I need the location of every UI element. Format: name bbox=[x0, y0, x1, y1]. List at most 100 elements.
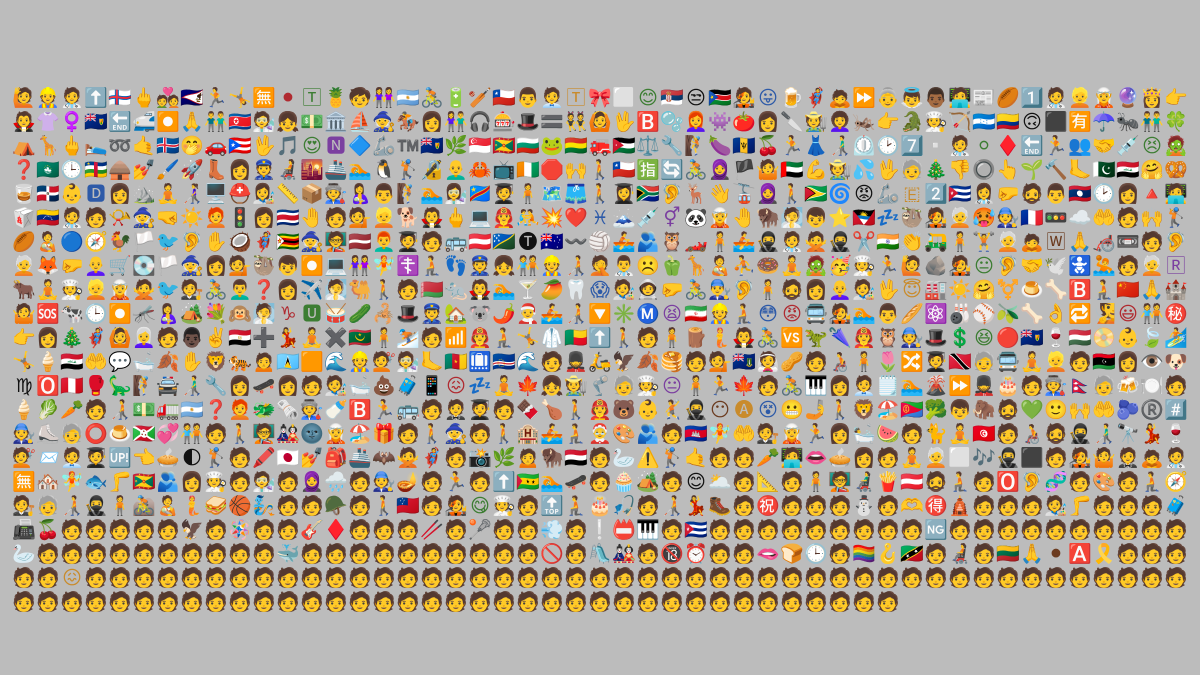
emoji-glyph: ♀️ bbox=[60, 111, 84, 133]
emoji-glyph: 🧑 bbox=[1164, 519, 1188, 541]
emoji-glyph: 👨‍🦲 bbox=[444, 159, 468, 181]
emoji-glyph: 🧒 bbox=[348, 87, 372, 109]
emoji-glyph: 🥵 bbox=[972, 207, 996, 229]
emoji-glyph: 🧑 bbox=[84, 519, 108, 541]
emoji-glyph: 🅱️ bbox=[1068, 279, 1092, 301]
emoji-glyph: 😡 bbox=[782, 303, 802, 325]
emoji-glyph: 🧑‍🍼 bbox=[36, 231, 60, 253]
emoji-glyph: ✌️ bbox=[204, 327, 228, 349]
emoji-glyph: 👩 bbox=[276, 375, 300, 397]
emoji-glyph: 🇻🇪 bbox=[36, 207, 60, 229]
emoji-glyph: ⚠️ bbox=[636, 447, 660, 469]
emoji-glyph: 🧑 bbox=[828, 495, 852, 517]
emoji-glyph: 👨🏿 bbox=[180, 327, 204, 349]
emoji-glyph: 🧘 bbox=[948, 423, 972, 445]
emoji-glyph: ♦️ bbox=[996, 135, 1020, 157]
emoji-glyph: 👉 bbox=[12, 327, 36, 349]
emoji-glyph: 🧑 bbox=[36, 567, 60, 589]
emoji-glyph: 🧑 bbox=[1116, 567, 1140, 589]
emoji-glyph: 🌀 bbox=[828, 183, 852, 205]
emoji-glyph: 🧑 bbox=[276, 495, 300, 517]
emoji-glyph: 🛹 bbox=[564, 471, 588, 493]
emoji-glyph: 🛒 bbox=[108, 255, 132, 277]
emoji-glyph: 🎗️ bbox=[1092, 543, 1116, 565]
emoji-glyph: 🇦🇷 bbox=[396, 87, 420, 109]
emoji-glyph: 💬 bbox=[108, 351, 132, 373]
emoji-glyph: 🏇 bbox=[396, 111, 420, 133]
emoji-glyph: 🧑 bbox=[396, 519, 420, 541]
emoji-glyph: 🧗 bbox=[684, 135, 708, 157]
emoji-glyph: 🧑‍💻 bbox=[1164, 183, 1188, 205]
emoji-glyph: 🧑‍💻 bbox=[780, 447, 804, 469]
emoji-glyph: 🧓 bbox=[612, 375, 636, 397]
emoji-glyph: 🧑 bbox=[1020, 375, 1044, 397]
emoji-glyph: 🧑‍🔬 bbox=[252, 111, 276, 133]
emoji-glyph: 🇨🇲 bbox=[444, 351, 468, 373]
emoji-glyph: 🧑 bbox=[636, 567, 660, 589]
emoji-glyph: 🦖 bbox=[804, 327, 828, 349]
emoji-glyph: 🤾 bbox=[660, 399, 684, 421]
emoji-glyph: ⛵ bbox=[348, 111, 372, 133]
emoji-glyph: 🙃 bbox=[1022, 111, 1042, 133]
emoji-glyph: 🇦🇪 bbox=[780, 159, 804, 181]
emoji-glyph: 🧞 bbox=[252, 495, 276, 517]
emoji-glyph: 🛄 bbox=[468, 351, 492, 373]
emoji-glyph: 💂 bbox=[564, 351, 588, 373]
emoji-glyph: 👭 bbox=[372, 87, 396, 109]
emoji-glyph: 🧑‍🏫 bbox=[828, 471, 852, 493]
emoji-glyph: 🧑 bbox=[372, 591, 396, 613]
emoji-glyph: 🔵 bbox=[60, 231, 84, 253]
emoji-glyph: 🟧 bbox=[300, 351, 324, 373]
emoji-glyph: 🤸 bbox=[516, 327, 540, 349]
emoji-glyph: 🧑 bbox=[60, 591, 84, 613]
emoji-glyph: 🤷 bbox=[1092, 447, 1116, 469]
emoji-glyph: 👨‍⚕️ bbox=[612, 255, 636, 277]
emoji-glyph: 🎂 bbox=[996, 375, 1020, 397]
emoji-glyph: 🤶 bbox=[588, 423, 612, 445]
emoji-glyph: 💁 bbox=[228, 255, 252, 277]
emoji-glyph: 🙋 bbox=[900, 255, 924, 277]
emoji-glyph: ⏩ bbox=[948, 375, 972, 397]
emoji-glyph: 🥞 bbox=[660, 351, 684, 373]
emoji-glyph: 🧓 bbox=[972, 351, 996, 373]
emoji-glyph: 🤜 bbox=[156, 207, 180, 229]
emoji-glyph: 🧁 bbox=[612, 471, 636, 493]
emoji-glyph: 🎒 bbox=[324, 447, 348, 469]
emoji-glyph: 💵 bbox=[132, 399, 156, 421]
emoji-glyph: 👩 bbox=[756, 111, 780, 133]
emoji-glyph: 🧑‍🦳 bbox=[924, 447, 948, 469]
emoji-glyph: 🚶 bbox=[420, 423, 444, 445]
emoji-glyph: 🧑 bbox=[948, 519, 972, 541]
emoji-glyph: 💅 bbox=[132, 159, 156, 181]
emoji-glyph: 👩 bbox=[36, 327, 60, 349]
emoji-glyph: 📀 bbox=[1092, 327, 1116, 349]
emoji-glyph: 💃 bbox=[684, 495, 708, 517]
emoji-glyph: 💚 bbox=[1020, 399, 1044, 421]
emoji-glyph: ☹️ bbox=[636, 255, 660, 277]
emoji-glyph: 👸 bbox=[1140, 87, 1164, 109]
emoji-glyph: 🇦🇹 bbox=[468, 231, 492, 253]
emoji-glyph: 🧑 bbox=[132, 591, 156, 613]
emoji-glyph: 🧑‍🦰 bbox=[228, 399, 252, 421]
emoji-glyph: ⚥ bbox=[663, 207, 681, 229]
emoji-glyph: 🈯 bbox=[636, 159, 660, 181]
emoji-glyph: 🏳️‍🌈 bbox=[852, 543, 876, 565]
emoji-glyph: 🧛 bbox=[732, 327, 756, 349]
emoji-glyph: 🍁 bbox=[732, 375, 756, 397]
emoji-glyph: 👋 bbox=[708, 183, 732, 205]
emoji-glyph: 🥒 bbox=[348, 303, 372, 325]
emoji-glyph: 🩳 bbox=[564, 183, 588, 205]
emoji-glyph: 🈶 bbox=[1068, 111, 1092, 133]
emoji-glyph: 🍼 bbox=[324, 399, 348, 421]
emoji-glyph: 🇰🇵 bbox=[228, 111, 252, 133]
emoji-glyph: 🚶 bbox=[564, 399, 588, 421]
emoji-glyph: 🧑 bbox=[108, 591, 132, 613]
emoji-glyph: 🎁 bbox=[372, 423, 396, 445]
emoji-glyph: ❓ bbox=[12, 159, 36, 181]
emoji-glyph: 📶 bbox=[444, 327, 468, 349]
emoji-glyph: 🐂 bbox=[12, 279, 36, 301]
emoji-glyph: 🧑 bbox=[420, 399, 444, 421]
emoji-glyph: 🧑 bbox=[828, 519, 852, 541]
emoji-glyph: 🧑‍🔬 bbox=[396, 351, 420, 373]
emoji-glyph: 🇮🇸 bbox=[156, 135, 180, 157]
